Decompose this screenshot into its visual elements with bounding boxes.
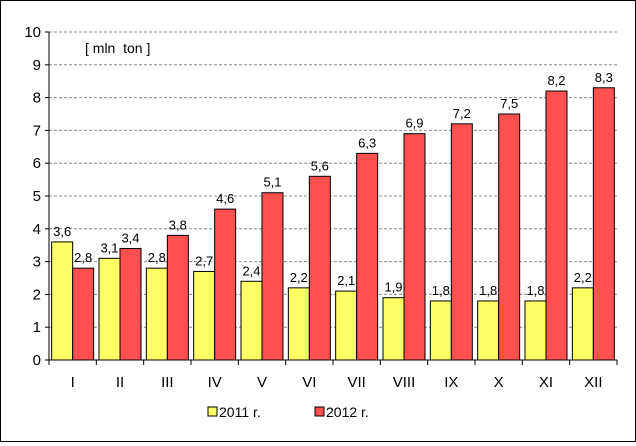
y-tick-label-1: 1	[33, 319, 41, 336]
data-label-2012-VI: 5,6	[311, 158, 329, 173]
bar-2012-V	[261, 192, 284, 361]
data-label-2011-II: 3,1	[100, 240, 118, 255]
legend-swatch-2011	[207, 406, 218, 417]
data-label-2012-IV: 4,6	[216, 191, 234, 206]
y-tick-label-6: 6	[33, 155, 41, 172]
legend-label-2011: 2011 r.	[219, 404, 261, 420]
bar-2012-VII	[356, 152, 379, 361]
bar-2012-III	[166, 234, 189, 361]
x-tick-label-I: I	[71, 374, 75, 391]
bar-2011-V	[240, 280, 263, 361]
bar-2011-X	[477, 300, 500, 361]
data-label-2011-VIII: 1,9	[384, 280, 402, 295]
legend: 2011 r. 2012 r.	[207, 404, 369, 420]
data-label-2012-VII: 6,3	[358, 135, 376, 150]
legend-label-2012: 2012 r.	[326, 404, 369, 420]
x-tick-label-III: III	[161, 374, 174, 391]
data-label-2011-V: 2,4	[242, 263, 260, 278]
y-tick-label-9: 9	[33, 57, 41, 74]
data-label-2012-VIII: 6,9	[405, 116, 423, 131]
data-label-2012-IX: 7,2	[453, 106, 471, 121]
data-label-2011-III: 2,8	[148, 250, 166, 265]
x-tick-label-II: II	[116, 374, 124, 391]
bar-2012-XII	[592, 87, 615, 361]
y-tick-label-4: 4	[33, 221, 41, 238]
bar-2011-VI	[287, 287, 310, 361]
legend-item-2011: 2011 r.	[207, 404, 261, 420]
data-label-2011-IV: 2,7	[195, 253, 213, 268]
bar-2011-IV	[193, 270, 216, 361]
x-tick-label-XII: XII	[584, 374, 602, 391]
bar-2011-II	[98, 257, 121, 361]
data-label-2011-XII: 2,2	[574, 270, 592, 285]
data-label-2012-III: 3,8	[169, 217, 187, 232]
bars	[51, 87, 615, 361]
data-label-2012-XII: 8,3	[595, 70, 613, 85]
x-tick-label-IX: IX	[444, 374, 458, 391]
legend-item-2012: 2012 r.	[314, 404, 369, 420]
x-tick-label-X: X	[494, 374, 504, 391]
bar-2012-I	[72, 267, 95, 361]
x-tick-label-IV: IV	[208, 374, 222, 391]
data-labels: 3,62,83,13,42,83,82,74,62,45,12,25,62,16…	[53, 70, 613, 298]
x-tick-label-VI: VI	[302, 374, 316, 391]
y-tick-label-8: 8	[33, 90, 41, 107]
bar-2012-IV	[214, 208, 237, 361]
bar-2011-I	[51, 241, 74, 361]
y-tick-label-3: 3	[33, 254, 41, 271]
bar-2011-IX	[429, 300, 452, 361]
data-label-2012-X: 7,5	[500, 96, 518, 111]
bar-2011-VII	[335, 290, 358, 361]
y-tick-label-0: 0	[33, 352, 41, 369]
bar-2011-XII	[571, 287, 594, 361]
y-tick-label-10: 10	[24, 24, 41, 41]
bar-2012-II	[119, 247, 142, 361]
x-tick-label-VII: VII	[347, 374, 365, 391]
data-label-2011-XI: 1,8	[526, 283, 544, 298]
data-label-2011-X: 1,8	[479, 283, 497, 298]
bar-2012-XI	[545, 90, 568, 361]
bar-2011-III	[145, 267, 168, 361]
data-label-2011-VI: 2,2	[290, 270, 308, 285]
data-label-2012-V: 5,1	[263, 175, 281, 190]
bar-2012-VI	[308, 175, 331, 361]
x-tick-label-XI: XI	[539, 374, 553, 391]
unit-label: [ mln ton ]	[85, 40, 150, 56]
bar-2012-X	[498, 113, 521, 361]
x-tick-label-V: V	[257, 374, 267, 391]
bar-2012-VIII	[403, 133, 426, 361]
data-label-2012-XI: 8,2	[547, 73, 565, 88]
x-tick-label-VIII: VIII	[393, 374, 416, 391]
data-label-2011-IX: 1,8	[432, 283, 450, 298]
bar-2011-XI	[524, 300, 547, 361]
data-label-2012-I: 2,8	[74, 250, 92, 265]
y-tick-label-7: 7	[33, 122, 41, 139]
data-label-2011-VII: 2,1	[337, 273, 355, 288]
y-tick-label-2: 2	[33, 286, 41, 303]
y-tick-label-5: 5	[33, 188, 41, 205]
data-label-2012-II: 3,4	[121, 230, 139, 245]
data-label-2011-I: 3,6	[53, 224, 71, 239]
bar-2012-IX	[450, 123, 473, 361]
legend-swatch-2012	[314, 406, 325, 417]
bar-2011-VIII	[382, 297, 405, 361]
